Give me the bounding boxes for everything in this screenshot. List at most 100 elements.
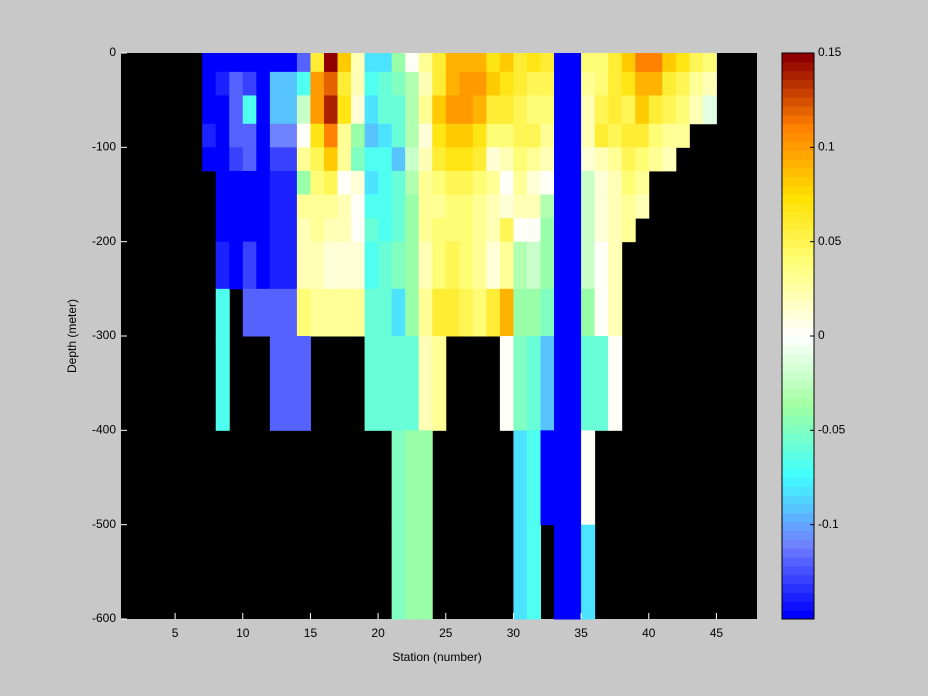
heatmap-cell	[351, 71, 366, 96]
colorbar-segment	[782, 203, 814, 213]
heatmap-cell	[445, 241, 460, 290]
heatmap-cell	[296, 71, 311, 96]
heatmap-cell	[391, 336, 406, 431]
heatmap-cell	[472, 53, 487, 73]
heatmap-cell	[499, 336, 514, 431]
heatmap-cell	[283, 53, 298, 73]
heatmap-cell	[554, 95, 569, 125]
heatmap-cell	[594, 336, 609, 431]
colorbar-segment	[782, 583, 814, 593]
y-tick-label: -300	[92, 328, 116, 342]
heatmap-cell	[337, 71, 352, 96]
heatmap-cell	[445, 123, 460, 148]
heatmap-cell	[459, 147, 474, 172]
heatmap-cell	[513, 147, 528, 172]
heatmap-cell	[486, 71, 501, 96]
heatmap-cell	[445, 288, 460, 337]
heatmap-cell	[513, 53, 528, 73]
heatmap-cell	[432, 71, 447, 96]
heatmap-cell	[215, 53, 230, 73]
colorbar-tick-label: 0.05	[818, 234, 842, 248]
heatmap-cell	[499, 218, 514, 243]
heatmap-cell	[432, 53, 447, 73]
heatmap-cell	[581, 123, 596, 148]
heatmap-cell	[215, 336, 230, 431]
heatmap-cell	[296, 218, 311, 243]
heatmap-cell	[581, 53, 596, 73]
heatmap-cell	[432, 241, 447, 290]
heatmap-cell	[567, 288, 582, 337]
heatmap-cell	[567, 53, 582, 73]
heatmap-cell	[242, 241, 257, 290]
heatmap-cell	[459, 194, 474, 219]
colorbar-segment	[782, 539, 814, 549]
heatmap-cell	[594, 53, 609, 73]
heatmap-cell	[513, 288, 528, 337]
heatmap-cell	[418, 288, 433, 337]
heatmap-cell	[242, 123, 257, 148]
colorbar-segment	[782, 247, 814, 257]
heatmap-cell	[323, 71, 339, 96]
heatmap-cell	[621, 147, 636, 172]
heatmap-cell	[310, 95, 325, 125]
heatmap-cell	[594, 95, 609, 125]
heatmap-cell	[337, 241, 352, 290]
heatmap-cell	[269, 53, 284, 73]
heatmap-cell	[296, 288, 311, 337]
heatmap-cell	[283, 194, 298, 219]
heatmap-cell	[702, 95, 717, 125]
heatmap-cell	[351, 194, 366, 219]
colorbar-segment	[782, 229, 814, 240]
heatmap-cell	[445, 71, 460, 96]
heatmap-cell	[378, 170, 393, 195]
heatmap-cell	[418, 336, 433, 431]
x-axis-label: Station (number)	[392, 650, 481, 664]
heatmap-cell	[445, 194, 460, 219]
heatmap-cell	[540, 147, 555, 172]
heatmap-cell	[540, 170, 555, 195]
x-tick-label: 40	[642, 626, 656, 640]
heatmap-cell	[378, 194, 393, 219]
heatmap-cell	[581, 430, 596, 526]
heatmap-cell	[296, 336, 311, 431]
heatmap-cell	[215, 123, 230, 148]
heatmap-cell	[405, 53, 420, 73]
heatmap-cell	[418, 95, 433, 125]
heatmap-cell	[526, 147, 541, 172]
heatmap-cell	[648, 71, 663, 96]
heatmap-cell	[391, 71, 406, 96]
heatmap-cell	[608, 194, 623, 219]
heatmap-cell	[310, 170, 325, 195]
heatmap-cell	[472, 218, 487, 243]
heatmap-cell	[351, 241, 366, 290]
heatmap-cell	[256, 170, 271, 195]
heatmap-cell	[378, 288, 393, 337]
colorbar-segment	[782, 194, 814, 204]
heatmap-cell	[554, 71, 569, 96]
heatmap-cell	[554, 170, 569, 195]
heatmap-cell	[202, 95, 217, 125]
colorbar-segment	[782, 557, 814, 567]
colorbar-segment	[782, 468, 814, 478]
heatmap-cell	[526, 524, 541, 620]
heatmap-cell	[229, 194, 244, 219]
heatmap-cell	[310, 147, 325, 172]
heatmap-cell	[215, 194, 230, 219]
heatmap-cell	[513, 95, 528, 125]
x-tick-label: 15	[304, 626, 318, 640]
heatmap-cell	[378, 218, 393, 243]
heatmap-cell	[391, 288, 406, 337]
heatmap-cell	[526, 430, 541, 526]
heatmap-cell	[472, 71, 487, 96]
heatmap-cell	[296, 123, 311, 148]
heatmap-cell	[364, 194, 379, 219]
heatmap-cell	[242, 95, 257, 125]
heatmap-cell	[445, 95, 460, 125]
colorbar-segment	[782, 548, 814, 558]
x-tick-label: 30	[507, 626, 521, 640]
heatmap-cell	[269, 147, 284, 172]
heatmap-cell	[486, 194, 501, 219]
heatmap-cell	[256, 53, 271, 73]
colorbar-segment	[782, 504, 814, 514]
heatmap-cell	[391, 241, 406, 290]
